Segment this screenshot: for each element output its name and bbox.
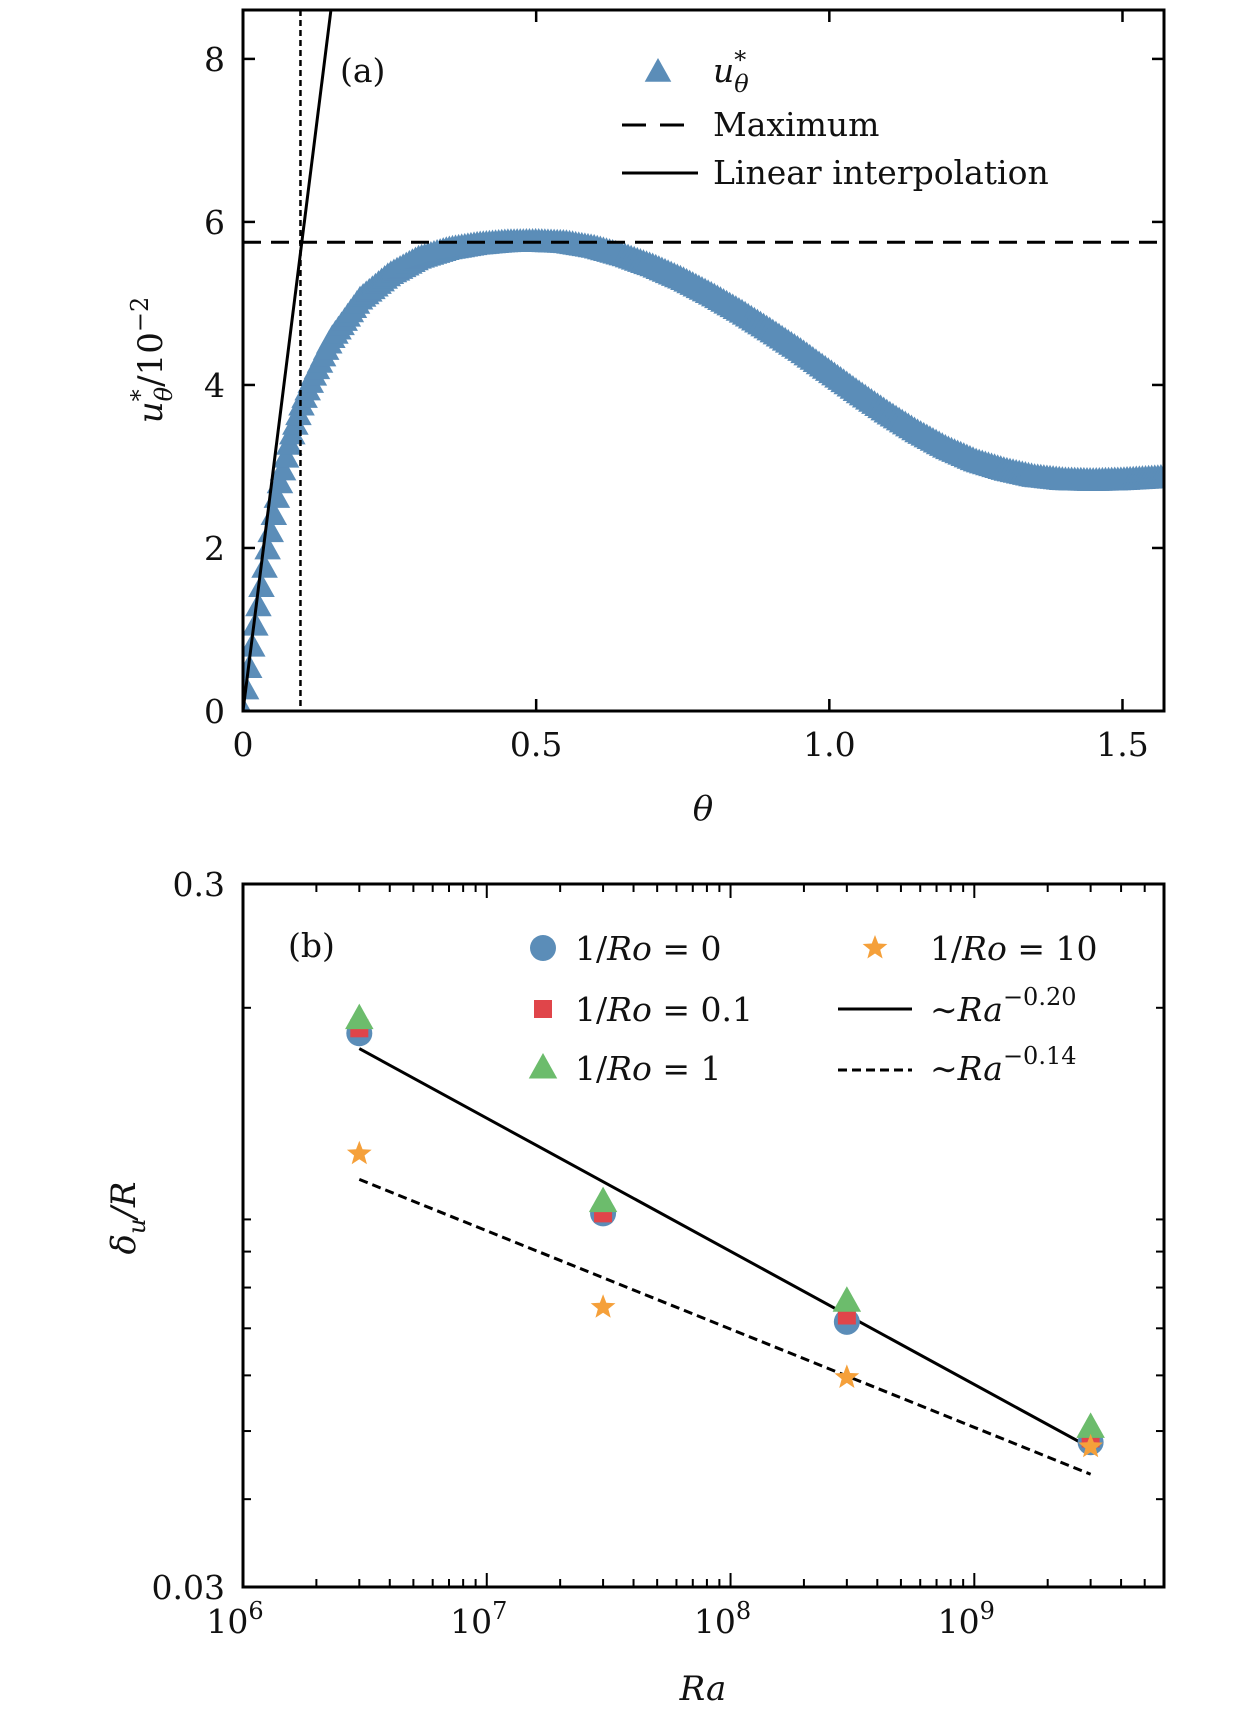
linear-interpolation-line <box>243 10 333 711</box>
y-tick-label: 0 <box>204 692 225 731</box>
star-point <box>1078 1433 1103 1458</box>
u-theta-point <box>272 443 300 468</box>
x-tick-label: 109 <box>938 1597 995 1641</box>
panel-b-legend: 1/Ro = 0 1/Ro = 0.1 1/Ro = 1 1/Ro = 10 ∼Ra−0… <box>528 929 1097 1088</box>
legend-triangle-marker <box>528 1053 558 1079</box>
y-tick-label: 4 <box>204 366 225 405</box>
panel-b-y-axis-label: δu/R <box>104 1181 151 1254</box>
legend-circle-marker <box>530 935 556 961</box>
legend-maximum-label: Maximum <box>713 105 879 144</box>
panel-b-frame <box>241 882 1166 1589</box>
triangle-point <box>588 1186 618 1213</box>
u-theta-point <box>248 573 275 598</box>
triangle-point <box>1076 1412 1105 1438</box>
series-star <box>346 1140 1103 1458</box>
panel-b-plot-layer <box>345 1003 1105 1476</box>
u-theta-point <box>1150 463 1164 488</box>
y-tick-label: 0.03 <box>152 1568 225 1607</box>
legend-square-marker <box>534 1000 552 1018</box>
u-theta-point <box>254 535 281 560</box>
star-point <box>346 1140 372 1165</box>
panel-a-tag: (a) <box>340 51 385 90</box>
legend-label: 1/Ro = 1 <box>575 1049 721 1088</box>
fit-line-ra-0.20 <box>358 1047 1092 1450</box>
panel-a-plot-layer <box>243 10 1164 711</box>
panel-a-ticks: 0 0.5 1.0 1.5 0 2 4 6 8 <box>204 10 1164 764</box>
u-theta-point <box>245 592 272 617</box>
triangle-point <box>832 1286 862 1312</box>
legend-u-theta-label: u* θ <box>713 46 749 98</box>
star-point <box>590 1294 616 1318</box>
u-theta-point <box>251 553 278 578</box>
legend-triangle-marker <box>644 58 672 82</box>
legend-label: 1/Ro = 10 <box>930 929 1097 968</box>
x-tick-label: 107 <box>450 1597 507 1641</box>
x-tick-label: 108 <box>694 1597 751 1641</box>
panel-a-legend: u* θ Maximum Linear interpolation <box>622 46 1049 192</box>
y-tick-label: 2 <box>204 529 225 568</box>
x-tick-label: 0 <box>233 725 254 764</box>
u-theta-point <box>243 611 269 636</box>
legend-label: 1/Ro = 0 <box>575 929 721 968</box>
legend-linear-label: Linear interpolation <box>713 153 1049 192</box>
y-tick-label: 8 <box>204 40 225 79</box>
y-tick-label: 0.3 <box>173 865 225 904</box>
panel-b-ticks: 106 107 108 109 0.03 0.3 <box>152 865 1165 1641</box>
panel-a-y-axis-label: u*θ/10−2 <box>126 297 178 423</box>
legend-star-marker <box>862 935 888 959</box>
panel-a-x-axis-label: θ <box>693 789 713 829</box>
legend-label: 1/Ro = 0.1 <box>575 990 753 1029</box>
legend-fit-label: ∼Ra−0.14 <box>930 1042 1076 1088</box>
u-theta-point <box>269 456 297 481</box>
x-tick-label: 1.5 <box>1096 725 1148 764</box>
x-tick-label: 106 <box>206 1597 263 1641</box>
x-tick-label: 0.5 <box>510 725 562 764</box>
panel-a: 0 0.5 1.0 1.5 0 2 4 6 8 (a) u* θ Maximum Linear int… <box>126 8 1166 829</box>
triangle-point <box>345 1003 374 1030</box>
legend-fit-label: ∼Ra−0.20 <box>930 983 1076 1029</box>
series-triangle <box>345 1003 1105 1438</box>
u-theta-point <box>266 469 294 494</box>
star-point <box>834 1364 860 1388</box>
y-axis-label-text: δu/R <box>104 1181 151 1254</box>
panel-b-tag: (b) <box>288 926 335 965</box>
u-theta-point <box>243 697 251 711</box>
fit-line-ra-0.14 <box>358 1178 1092 1476</box>
x-tick-label: 1.0 <box>803 725 855 764</box>
y-tick-label: 6 <box>204 203 225 242</box>
panel-a-frame <box>241 8 1166 713</box>
y-axis-label-text: u*θ/10−2 <box>126 297 178 423</box>
series-u-theta <box>243 227 1164 711</box>
panel-b-x-axis-label: Ra <box>679 1669 727 1709</box>
u-theta-point <box>243 632 266 657</box>
